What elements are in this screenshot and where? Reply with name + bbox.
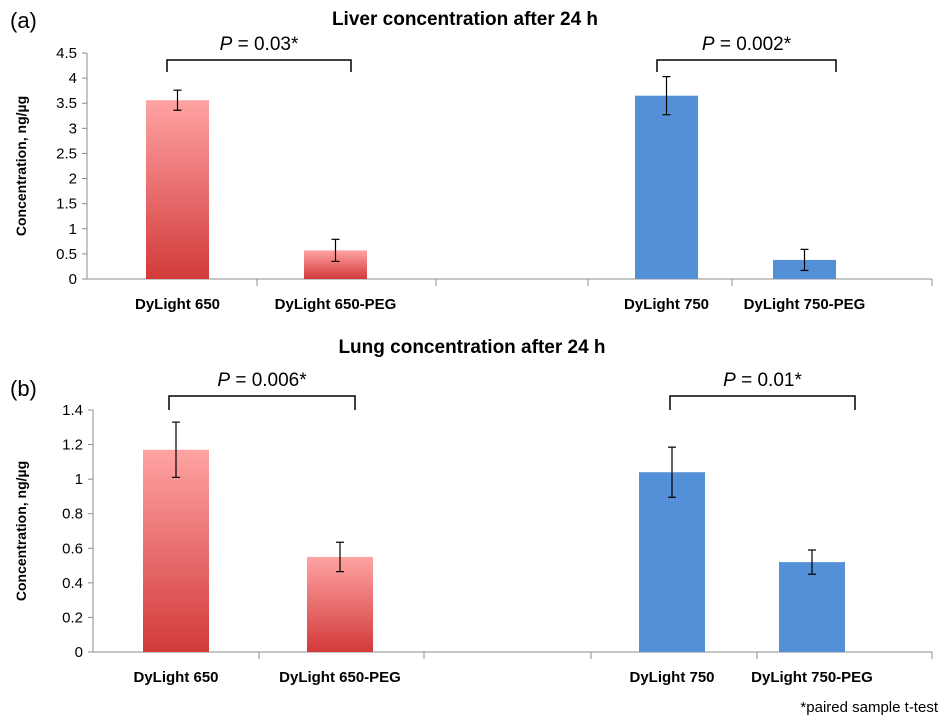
- y-tick-label: 0.5: [56, 246, 77, 263]
- y-tick-label: 0: [69, 271, 77, 288]
- chart-title: Lung concentration after 24 h: [338, 337, 605, 358]
- bar: [779, 562, 845, 652]
- category-label: DyLight 650-PEG: [275, 296, 397, 313]
- y-tick-label: 0.8: [62, 506, 83, 523]
- y-tick-label: 0.6: [62, 540, 83, 557]
- category-label: DyLight 650-PEG: [279, 669, 401, 686]
- category-label: DyLight 650: [133, 669, 218, 686]
- y-tick-label: 4: [69, 70, 77, 87]
- category-label: DyLight 750: [624, 296, 709, 313]
- p-value-label: P = 0.002*: [702, 34, 792, 55]
- y-tick-label: 1.5: [56, 196, 77, 213]
- y-tick-label: 2: [69, 171, 77, 188]
- y-tick-label: 3: [69, 120, 77, 137]
- category-label: DyLight 750: [629, 669, 714, 686]
- chart-panel-liver: (a) Liver concentration after 24 h Concent…: [10, 8, 933, 313]
- significance-bracket: [669, 395, 856, 410]
- bar: [143, 449, 209, 652]
- category-label: DyLight 750-PEG: [744, 296, 866, 313]
- p-value-label: P = 0.03*: [220, 34, 299, 55]
- significance-bracket: [166, 59, 352, 72]
- significance-bracket: [656, 59, 837, 72]
- y-tick-label: 0: [75, 644, 83, 661]
- y-axis-label: Concentration, ng/µg: [13, 96, 29, 236]
- y-tick-label: 1: [69, 221, 77, 238]
- y-tick-label: 0.4: [62, 575, 83, 592]
- category-label: DyLight 650: [135, 296, 220, 313]
- bar: [639, 472, 705, 652]
- y-tick-label: 2.5: [56, 145, 77, 162]
- category-label: DyLight 750-PEG: [751, 669, 873, 686]
- y-axis-label: Concentration, ng/µg: [13, 461, 29, 601]
- chart-title: Liver concentration after 24 h: [332, 9, 598, 30]
- y-tick-label: 1.4: [62, 402, 83, 419]
- panel-label: (b): [10, 376, 37, 401]
- chart-panel-lung: (b) Lung concentration after 24 h Concentr…: [10, 337, 933, 686]
- p-value-label: P = 0.01*: [723, 370, 802, 391]
- y-tick-label: 3.5: [56, 95, 77, 112]
- bar: [635, 95, 698, 279]
- bar: [146, 100, 209, 279]
- y-tick-label: 1: [75, 471, 83, 488]
- y-tick-label: 1.2: [62, 437, 83, 454]
- footnote: *paired sample t-test: [800, 699, 938, 716]
- y-tick-label: 0.2: [62, 609, 83, 626]
- p-value-label: P = 0.006*: [217, 370, 307, 391]
- panel-label: (a): [10, 8, 37, 33]
- y-tick-label: 4.5: [56, 45, 77, 62]
- bar: [307, 556, 373, 652]
- significance-bracket: [168, 395, 356, 410]
